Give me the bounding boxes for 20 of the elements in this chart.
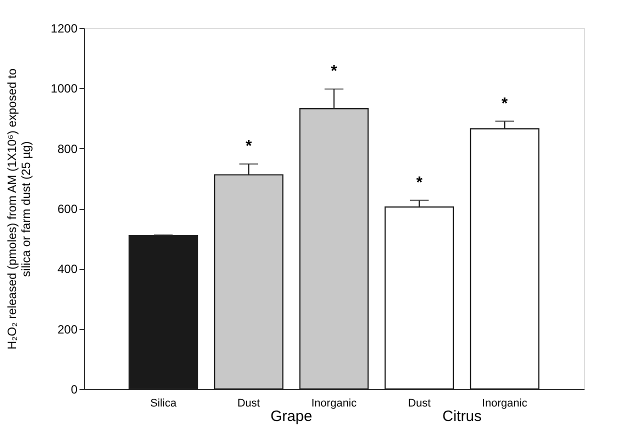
x-tick-label: Dust bbox=[237, 398, 260, 410]
y-axis-title: H₂O₂ released (pmoles) from AM (1X10⁶) exposed to silica or farm dust (25 µg) bbox=[4, 68, 33, 350]
y-tick-label: 1000 bbox=[50, 82, 78, 96]
x-tick-label: Inorganic bbox=[311, 398, 358, 410]
data-label: * bbox=[330, 63, 338, 80]
x-tick-label: Dust bbox=[408, 398, 431, 410]
x-tick-label: Inorganic bbox=[482, 398, 528, 410]
data-label: * bbox=[502, 95, 509, 112]
text: Citrus bbox=[442, 408, 482, 425]
bar bbox=[128, 234, 198, 390]
x-tick-label: Silica bbox=[150, 398, 178, 410]
y-tick-label: 400 bbox=[57, 262, 78, 276]
text: Grape bbox=[270, 408, 312, 425]
y-tick-label: 200 bbox=[57, 322, 78, 336]
y-tick-label: 0 bbox=[70, 382, 78, 396]
data-label: * bbox=[246, 138, 253, 155]
y-tick-label: 1200 bbox=[50, 22, 78, 36]
y-tick-label: 600 bbox=[57, 202, 78, 216]
y-tick-label: 800 bbox=[57, 142, 78, 156]
data-label: * bbox=[416, 174, 424, 192]
